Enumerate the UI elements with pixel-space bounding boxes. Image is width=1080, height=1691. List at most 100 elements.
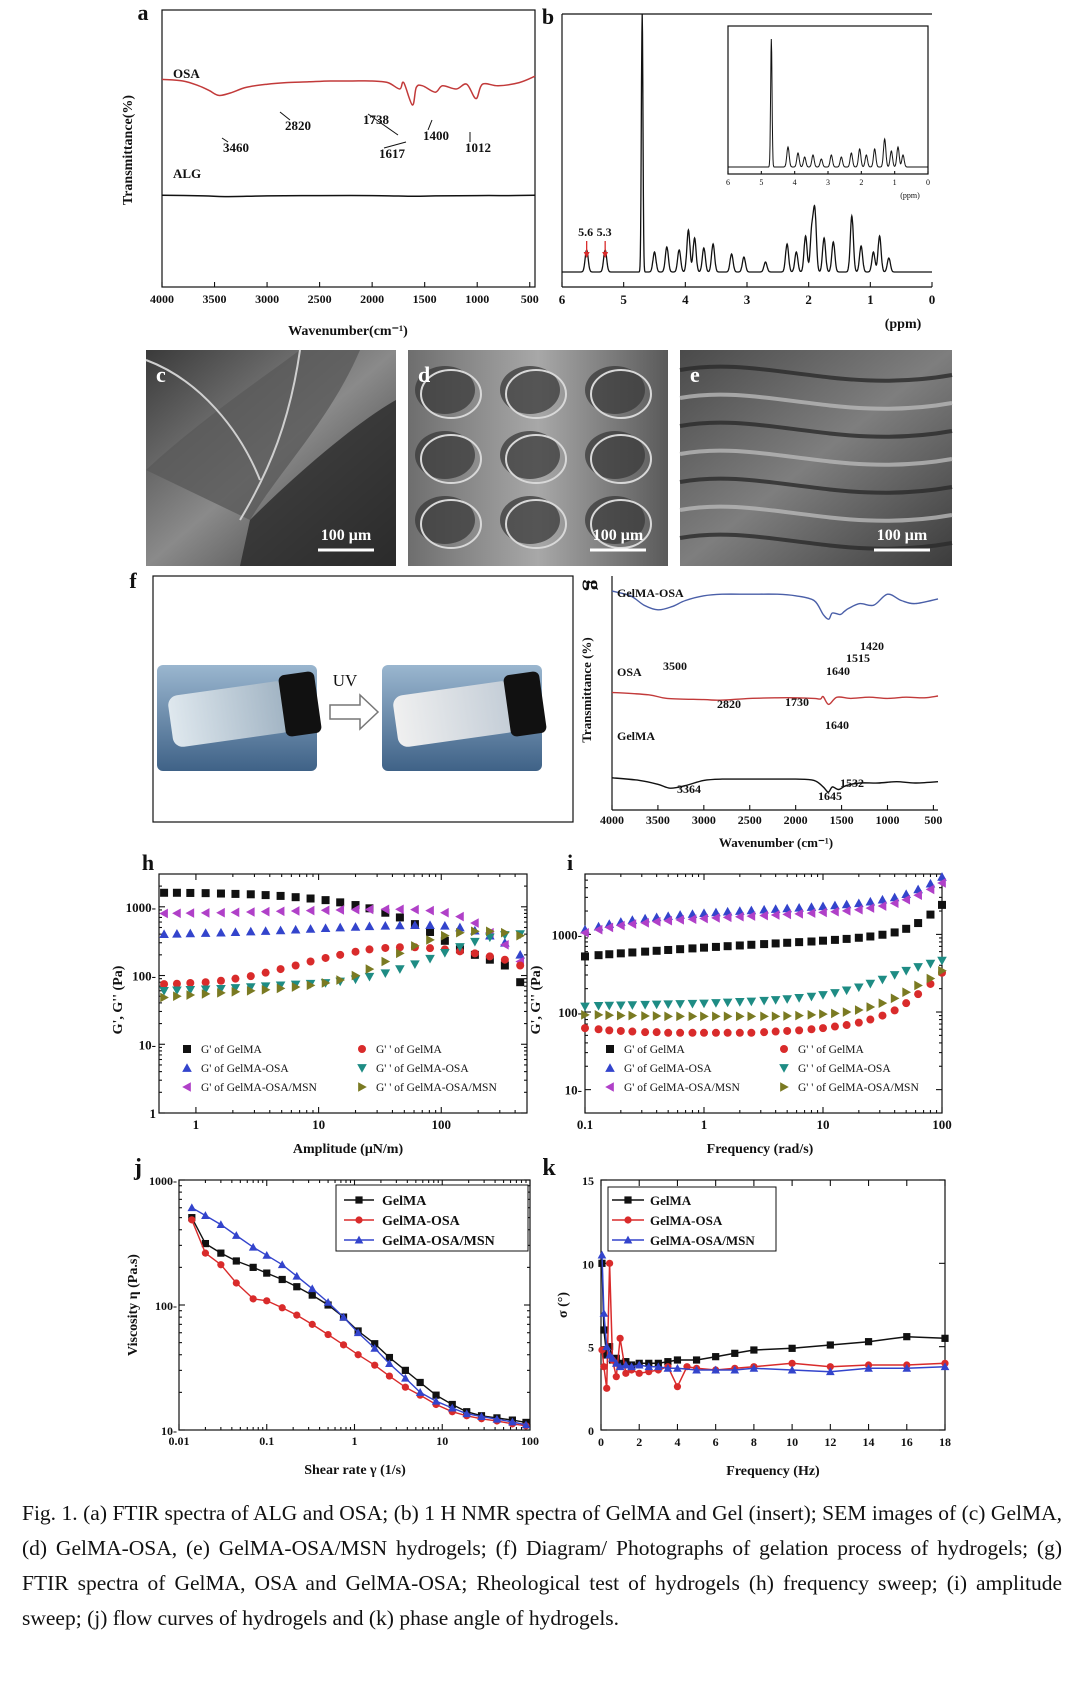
- data-point: [249, 1263, 257, 1271]
- data-point: [230, 907, 240, 918]
- data-point: [711, 1365, 720, 1374]
- data-point: [866, 1002, 876, 1012]
- data-point: [675, 915, 684, 925]
- data-point: [914, 980, 923, 991]
- data-point: [747, 1011, 757, 1022]
- data-point: [622, 1369, 630, 1377]
- data-point: [182, 1063, 192, 1072]
- data-point: [500, 961, 509, 970]
- data-point: [866, 1015, 875, 1024]
- data-point: [306, 980, 316, 991]
- tick-label: 0: [929, 292, 936, 307]
- data-point: [605, 1063, 615, 1072]
- peak-label: 1012: [465, 140, 491, 155]
- data-point: [183, 1045, 191, 1053]
- tick-label: 100-: [558, 1005, 582, 1020]
- data-point: [699, 913, 708, 924]
- data-point: [902, 1364, 912, 1372]
- data-point: [699, 999, 709, 1009]
- sem-panel-label: d: [418, 362, 430, 387]
- data-point: [381, 943, 390, 952]
- nmr-inset-frame: [727, 25, 929, 175]
- tick-label: 100: [432, 1117, 452, 1132]
- data-point: [641, 1028, 650, 1037]
- x-axis-label: Amplitude (μN/m): [293, 1142, 404, 1157]
- vial-cap-after: [503, 671, 547, 737]
- data-point: [355, 1216, 363, 1224]
- data-point: [245, 907, 255, 917]
- peak-label: 1617: [379, 146, 406, 161]
- data-point: [160, 980, 169, 989]
- data-point: [818, 901, 828, 911]
- data-point: [336, 898, 345, 907]
- panel-i-frame: [584, 873, 943, 1114]
- data-point: [416, 1378, 424, 1387]
- y-axis-label: G', G'' (Pa): [111, 965, 126, 1034]
- data-point: [664, 945, 673, 954]
- data-point: [711, 999, 721, 1008]
- series-label: OSA: [617, 665, 642, 679]
- peak-arrow-head: [602, 252, 609, 258]
- data-point: [172, 888, 181, 897]
- data-point: [770, 996, 781, 1005]
- data-point: [730, 1365, 740, 1374]
- sem-pore-edge: [590, 434, 652, 484]
- data-point: [806, 902, 817, 911]
- data-point: [606, 1343, 614, 1351]
- tick-label: 1000-: [149, 1174, 177, 1188]
- data-point: [770, 910, 780, 920]
- data-point: [381, 956, 391, 967]
- data-point: [351, 970, 361, 981]
- data-point: [278, 1304, 286, 1312]
- nmr-spectrum: [562, 13, 932, 273]
- data-point: [664, 1011, 673, 1022]
- data-point: [747, 940, 756, 949]
- sem-scale-text: 100 μm: [877, 527, 928, 544]
- data-point: [593, 1002, 604, 1011]
- tick-label: 100: [932, 1117, 952, 1132]
- data-point: [292, 1271, 302, 1280]
- tick-label: 15: [582, 1174, 594, 1188]
- tick-label: 1: [867, 292, 874, 307]
- data-point: [364, 921, 375, 931]
- data-point: [410, 904, 419, 915]
- data-point: [275, 906, 285, 917]
- panel-i-label: i: [567, 850, 573, 875]
- peak-label: 1420: [860, 639, 884, 653]
- data-point: [351, 947, 360, 956]
- uv-arrow: [329, 693, 380, 731]
- legend-entry: G' of GelMA: [201, 1044, 263, 1056]
- data-point: [217, 988, 226, 998]
- data-point: [395, 920, 405, 930]
- data-point: [830, 1022, 839, 1031]
- data-point: [616, 1001, 626, 1011]
- data-point: [663, 915, 673, 926]
- panel-a-frame: [161, 9, 536, 288]
- tick-label: 18: [939, 1435, 951, 1449]
- data-point: [624, 1196, 632, 1204]
- data-point: [335, 905, 345, 915]
- data-point: [783, 1026, 792, 1035]
- data-point: [780, 1082, 789, 1092]
- data-point: [447, 1403, 457, 1412]
- data-point: [878, 1011, 887, 1020]
- data-point: [371, 1340, 379, 1348]
- data-point: [903, 1333, 911, 1341]
- tick-label: 1000-: [552, 927, 582, 942]
- data-point: [759, 910, 768, 921]
- data-point: [807, 937, 816, 946]
- data-point: [687, 999, 698, 1009]
- sem-pore-edge: [420, 499, 482, 549]
- data-point: [172, 928, 182, 938]
- data-point: [770, 904, 781, 913]
- data-point: [787, 1365, 797, 1374]
- data-point: [938, 965, 947, 976]
- data-point: [663, 1000, 673, 1010]
- data-point: [640, 1000, 650, 1010]
- series-GelMA-line: [611, 777, 939, 793]
- data-point: [627, 1001, 638, 1010]
- peak-label: 1738: [363, 112, 390, 127]
- data-point: [901, 894, 911, 905]
- legend-entry: G' ' of GelMA-OSA: [798, 1063, 891, 1075]
